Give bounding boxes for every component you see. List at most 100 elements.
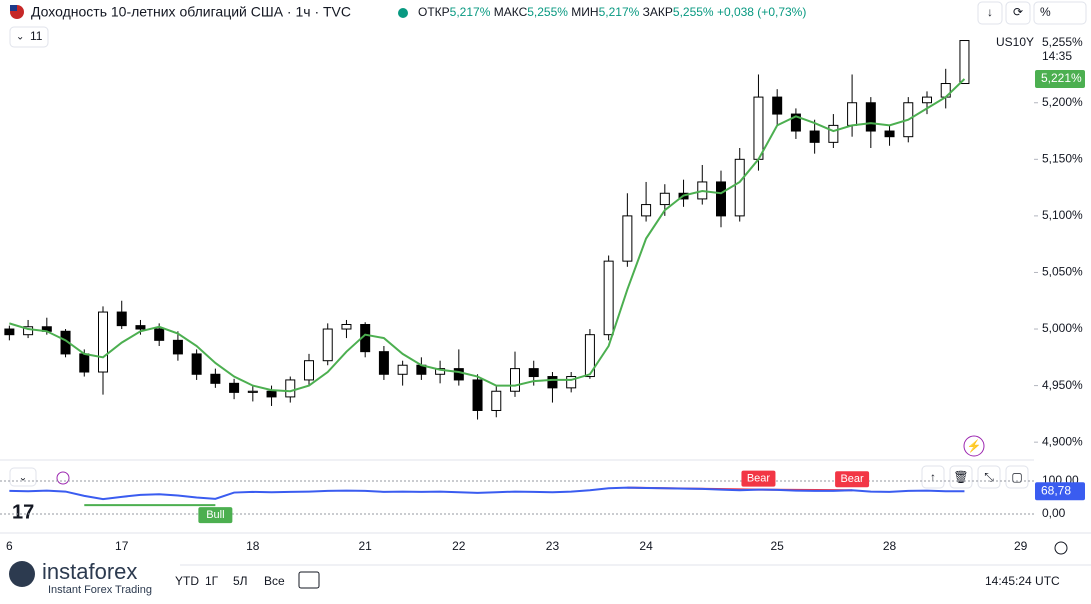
indicator-toggle[interactable]	[9, 26, 49, 48]
candle-body	[266, 390, 277, 398]
candle-body	[622, 215, 633, 262]
candle-body	[23, 326, 34, 336]
chart-title: Доходность 10-летних облигаций США · 1ч …	[31, 4, 351, 20]
stat-label: МАКС	[494, 5, 528, 19]
candle-body	[566, 376, 577, 389]
stat-label: МИН	[571, 5, 598, 19]
x-tick-label: 29	[1014, 539, 1028, 553]
percent-button[interactable]	[1033, 1, 1087, 25]
candle-body	[510, 368, 520, 392]
symbol: US10Y	[996, 35, 1034, 49]
ma-label: 5,221%	[1041, 71, 1082, 85]
candle-body	[435, 368, 446, 375]
candle-body	[884, 130, 895, 138]
candle-body	[753, 96, 764, 160]
stat-value: 5,217%	[450, 5, 491, 19]
stat-label: ЗАКР	[643, 5, 673, 19]
y-tick-label: 4,900%	[1042, 434, 1083, 448]
range-button[interactable]: 1Г	[205, 574, 219, 588]
pane-buttons: ↑ 🗑 ⤡ ▢	[921, 465, 1029, 489]
divergence-tag: Bear	[840, 473, 864, 485]
date-range-button[interactable]	[298, 571, 320, 589]
icon: 🗑	[953, 470, 968, 484]
candle-body	[547, 376, 558, 389]
clock: 14:45:24 UTC	[985, 574, 1060, 588]
candle-body	[472, 379, 483, 411]
divergence-tag: Bear	[747, 472, 771, 484]
candle-body	[322, 328, 333, 362]
lightning-icon: ⚡	[967, 439, 982, 453]
candle-body	[378, 351, 389, 375]
fullscreen[interactable]	[1005, 465, 1029, 489]
y-tick-label: 5,150%	[1042, 151, 1083, 165]
refresh-icon: ⟳	[1013, 5, 1023, 19]
chevron: ⌄	[19, 473, 27, 484]
maximize[interactable]	[977, 465, 1001, 489]
indicator-label: 68,78	[1041, 483, 1071, 497]
candle-body	[922, 96, 932, 104]
y-tick-label: 0,00	[1042, 506, 1066, 520]
ma-line	[9, 78, 966, 393]
time-left: 14:35	[1042, 49, 1072, 63]
status-dot	[398, 8, 408, 18]
x-tick-label: 22	[452, 539, 466, 553]
divergence-tag: Bull	[206, 509, 224, 521]
candle-body	[98, 311, 108, 373]
watermark-brand: instaforex	[42, 559, 137, 584]
candle-body	[116, 311, 127, 327]
icon: ↑	[930, 470, 936, 484]
loading-icon	[56, 471, 70, 485]
indicator-line	[9, 486, 965, 501]
stat-value: 5,217%	[599, 5, 640, 19]
divergence-tag-bg	[835, 471, 870, 488]
x-tick-label: 24	[639, 539, 653, 553]
candle-body	[847, 102, 858, 126]
range-button[interactable]: YTD	[175, 574, 199, 588]
range-button[interactable]: 5Л	[233, 574, 248, 588]
x-tick-label: 23	[546, 539, 560, 553]
x-tick-label: 28	[883, 539, 897, 553]
candle-body	[809, 130, 820, 143]
candle-body	[603, 260, 614, 336]
flag-canton	[10, 5, 17, 11]
delete[interactable]	[949, 465, 973, 489]
watermark-tagline: Instant Forex Trading	[48, 584, 152, 596]
change: +0,038 (+0,73%)	[717, 5, 806, 19]
download-button[interactable]	[977, 1, 1003, 25]
ma-label-bg	[1035, 69, 1085, 88]
indicator-label-bg	[1035, 482, 1085, 501]
y-tick-label: 5,050%	[1042, 265, 1083, 279]
download-icon: ↓	[987, 5, 993, 19]
candle-body	[865, 102, 876, 132]
candle-body	[341, 323, 352, 330]
x-tick-label: 21	[359, 539, 373, 553]
candle-body	[491, 390, 502, 411]
lightning-button[interactable]	[963, 435, 985, 457]
x-tick-label: 25	[771, 539, 785, 553]
candle-body	[4, 328, 15, 336]
candle-body	[285, 379, 296, 398]
percent-label: %	[1040, 5, 1051, 19]
settings-icon[interactable]	[1054, 541, 1068, 555]
range-button[interactable]: Все	[264, 574, 285, 588]
y-tick-label: 4,950%	[1042, 378, 1083, 392]
move-up[interactable]	[921, 465, 945, 489]
candle-body	[210, 373, 221, 384]
divergence-tag-bg	[741, 470, 776, 487]
tv-logo: 17	[12, 501, 34, 523]
y-tick-label: 5,000%	[1042, 321, 1083, 335]
candle-body	[772, 96, 783, 115]
candle-body	[528, 368, 539, 378]
candle-body	[584, 334, 595, 378]
refresh-button[interactable]	[1005, 1, 1031, 25]
candle-body	[79, 353, 90, 373]
indicator-count: 11	[30, 29, 43, 43]
chevron: ⌄	[16, 32, 24, 43]
y-tick-label: 5,200%	[1042, 95, 1083, 109]
x-tick-label: 17	[115, 539, 129, 553]
candle-body	[172, 339, 183, 355]
candle-body	[154, 328, 165, 341]
